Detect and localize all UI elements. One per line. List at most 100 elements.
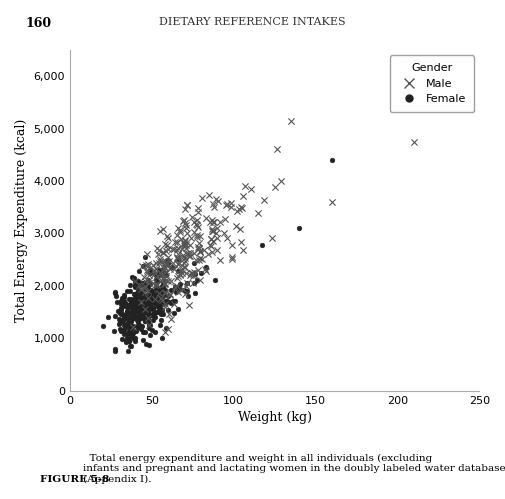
Male [143,250,151,258]
Female [136,306,144,314]
Male [161,303,169,311]
Male [203,214,211,222]
Female [132,327,140,335]
Female [148,326,156,334]
Male [216,256,224,264]
Female [119,299,127,307]
Female [163,256,171,264]
Female [128,308,136,316]
Male [237,238,245,246]
Male [208,225,216,233]
Male [239,246,247,253]
Female [138,309,146,317]
Female [120,313,128,321]
Male [162,247,170,254]
Female [116,325,124,333]
Male [143,266,152,274]
Female [141,298,149,306]
Male [206,242,214,250]
Female [133,307,141,315]
Male [151,269,159,277]
Male [207,235,215,243]
Male [140,284,148,292]
Female [160,310,168,318]
Male [150,295,159,303]
Male [161,279,169,287]
Female [138,293,146,301]
Female [121,301,129,309]
Male [238,205,246,213]
Male [161,289,169,297]
Male [271,183,279,191]
Female [144,308,152,316]
Male [178,269,186,277]
Female [146,302,154,310]
Male [174,288,182,296]
Male [176,271,184,279]
Female [125,327,133,335]
Male [185,252,193,260]
Male [202,266,210,274]
Male [177,265,185,273]
Male [183,279,191,287]
Male [160,280,168,288]
Male [162,267,170,275]
Female [143,292,152,300]
Female [123,287,131,295]
Male [221,215,229,223]
Female [119,317,127,325]
Female [152,281,160,289]
Male [195,248,204,256]
Male [193,231,201,239]
Female [113,298,121,306]
Female [137,324,145,332]
Male [158,271,166,279]
Male [173,252,181,260]
Male [173,282,181,290]
Male [176,270,184,278]
Female [146,331,154,339]
Male [161,263,169,271]
Male [161,328,169,336]
Text: Total energy expenditure and weight in all individuals (excluding
infants and pr: Total energy expenditure and weight in a… [83,454,505,484]
Female [154,308,162,316]
Female [127,317,135,325]
Female [158,306,166,314]
Male [156,247,164,254]
Male [194,244,203,251]
Female [126,302,134,310]
Male [210,203,218,211]
Female [140,292,148,300]
Female [138,322,146,330]
Male [168,245,176,253]
Male [197,194,206,202]
Male [157,269,165,277]
Male [190,268,198,276]
Female [120,311,128,319]
Female [156,288,164,296]
Female [130,314,138,322]
Male [182,221,190,229]
Female [98,322,107,330]
Female [141,313,149,321]
Female [129,312,137,320]
Female [141,317,149,325]
Male [183,201,191,209]
Text: 160: 160 [25,17,52,30]
Female [143,316,151,324]
Female [135,322,143,330]
Female [189,279,197,287]
Female [155,298,163,306]
Female [146,290,154,298]
Male [204,250,212,258]
Female [115,320,123,328]
Male [236,225,244,233]
Male [212,196,220,204]
Male [140,282,148,290]
Male [158,296,166,304]
Female [191,289,199,297]
Female [182,287,190,295]
Male [180,239,188,247]
Male [182,224,190,232]
Female [171,283,179,291]
